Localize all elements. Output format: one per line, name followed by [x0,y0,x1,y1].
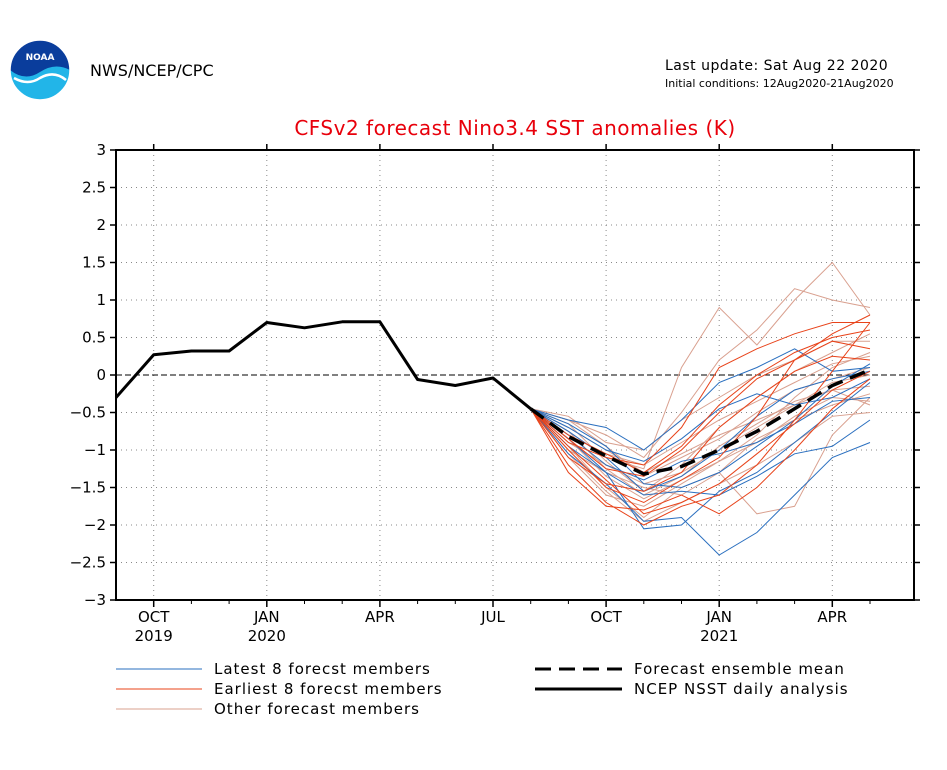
x-tick-year-label: 2019 [135,627,173,645]
x-tick-label: APR [817,608,847,626]
x-tick-label: OCT [590,608,622,626]
y-tick-label: −0.5 [70,404,106,422]
legend-latest-members-label: Latest 8 forecst members [214,660,431,678]
latest-member-line [530,382,871,530]
y-tick-label: −2.5 [70,554,106,572]
x-tick-label: JAN [705,608,732,626]
y-tick-label: 2.5 [82,179,106,197]
other-member-line [530,352,871,500]
x-tick-label: JAN [253,608,280,626]
y-tick-label: 2 [96,216,106,234]
legend-earliest-members-label: Earliest 8 forecst members [214,680,443,698]
initial-conditions: Initial conditions: 12Aug2020-21Aug2020 [665,77,894,90]
chart-title: CFSv2 forecast Nino3.4 SST anomalies (K) [294,116,735,140]
y-tick-label: 0.5 [82,329,106,347]
y-tick-label: 0 [96,366,106,384]
analysis-line [114,320,532,410]
last-update: Last update: Sat Aug 22 2020 [665,58,888,74]
legend-analysis-label: NCEP NSST daily analysis [634,680,849,698]
noaa-logo-text: NOAA [26,53,55,63]
legend-ensemble-mean-label: Forecast ensemble mean [634,660,845,678]
latest-member-line [530,363,871,489]
earliest-member-line [530,378,871,515]
earliest-member-line [530,340,871,477]
x-tick-label: OCT [138,608,170,626]
earliest-member-line [530,314,871,504]
earliest-member-line [530,329,871,474]
y-tick-label: −1.5 [70,479,106,497]
legend: Latest 8 forecst members Earliest 8 forec… [116,660,849,718]
other-member-line [530,261,871,470]
legend-other-members-label: Other forecast members [214,700,420,718]
x-tick-label: APR [365,608,395,626]
plot-frame [115,149,915,601]
y-tick-label: 1 [96,291,106,309]
plot-area: 32.521.510.50−0.5−1−1.5−2−2.5−3OCT2019JA… [70,141,920,645]
other-member-line [530,333,871,492]
latest-member-line [530,348,871,451]
x-tick-label: JUL [480,608,505,626]
earliest-member-line [530,322,870,466]
noaa-logo: NOAA [9,39,71,101]
x-tick-year-label: 2021 [700,627,738,645]
latest-member-line [530,378,871,462]
agency-label: NWS/NCEP/CPC [90,61,214,80]
earliest-member-line [530,355,871,492]
earliest-member-line [530,370,871,515]
other-member-line [530,288,871,459]
y-tick-label: −2 [84,516,106,534]
ensemble-mean-line [529,368,871,476]
y-tick-label: −1 [84,441,106,459]
y-tick-label: −3 [84,591,106,609]
y-tick-label: 3 [96,141,106,159]
y-tick-label: 1.5 [82,254,106,272]
x-tick-year-label: 2020 [248,627,286,645]
